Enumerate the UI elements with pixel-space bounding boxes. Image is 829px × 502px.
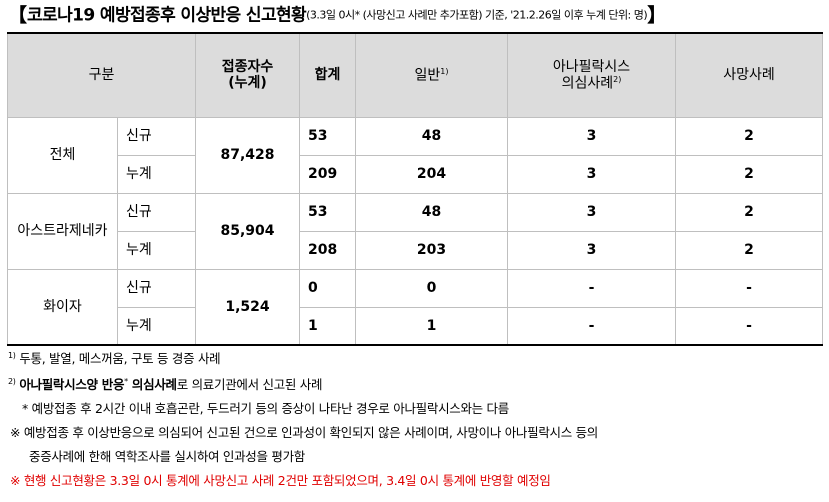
footnote-2-marker: 2) (8, 376, 16, 386)
footnote-1-marker: 1) (8, 350, 16, 360)
anaphylaxis-count: - (507, 306, 677, 346)
title-main: 코로나19 예방접종후 이상반응 신고현황 (27, 5, 307, 26)
general-count: 1 (355, 306, 509, 346)
death-count: - (675, 306, 824, 346)
table-row: 화이자 신규 1,524 0 0 - - (7, 268, 824, 346)
table-row: 누계 209 204 3 2 (8, 154, 824, 194)
table-row: 아스트라제네카 신규 85,904 53 48 3 2 (7, 192, 824, 270)
general-count: 48 (355, 116, 509, 156)
footnote-1-text: 두통, 발열, 메스꺼움, 구토 등 경증 사례 (19, 351, 221, 366)
vaccinated-count: 87,428 (195, 116, 301, 194)
row-type: 신규 (116, 268, 197, 308)
total-count: 53 (299, 192, 357, 232)
death-count: 2 (675, 116, 824, 156)
row-type: 신규 (116, 192, 197, 232)
adverse-reaction-table: 구분 접종자수 (누계) 합계 일반1) 아나필락시스 의심사례2) 사망사례 전체… (6, 32, 824, 346)
header-category: 구분 (6, 32, 197, 118)
header-row: 구분 접종자수 (누계) 합계 일반1) 아나필락시스 의심사례2) 사망사례 (6, 32, 824, 118)
anaphylaxis-count: 3 (507, 154, 677, 194)
group-name: 화이자 (7, 268, 118, 346)
anaphylaxis-count: 3 (507, 230, 677, 270)
table-row: 누계 208 203 3 2 (8, 230, 824, 270)
footnote-2-bold-term2: 의심사례 (127, 377, 177, 392)
anaphylaxis-count: 3 (507, 116, 677, 156)
page-title: 【코로나19 예방접종후 이상반응 신고현황(3.3일 0시* (사망신고 사례… (8, 2, 823, 28)
vaccinated-count: 1,524 (195, 268, 301, 346)
table-row: 누계 1 1 - - (8, 306, 824, 346)
death-count: 2 (675, 154, 824, 194)
header-total: 합계 (299, 32, 357, 118)
total-count: 1 (299, 306, 357, 346)
header-general: 일반1) (355, 32, 509, 118)
footnote-2-text: 로 의료기관에서 신고된 사례 (176, 377, 323, 392)
anaphylaxis-count: 3 (507, 192, 677, 232)
general-count: 48 (355, 192, 509, 232)
row-type: 신규 (116, 116, 197, 156)
total-count: 0 (299, 268, 357, 308)
total-count: 53 (299, 116, 357, 156)
row-type: 누계 (116, 230, 197, 270)
table-row: 전체 신규 87,428 53 48 3 2 (7, 116, 824, 194)
death-count: - (675, 268, 824, 308)
header-anaphylaxis: 아나필락시스 의심사례2) (507, 32, 677, 118)
group-name: 전체 (7, 116, 118, 194)
footnote-2-star: * (124, 376, 128, 386)
death-count: 2 (675, 192, 824, 232)
total-count: 209 (299, 154, 357, 194)
total-count: 208 (299, 230, 357, 270)
title-subtitle: (3.3일 0시* (사망신고 사례만 추가포함) 기준, '21.2.26일 … (306, 8, 648, 22)
header-death: 사망사례 (675, 32, 824, 118)
title-close-bracket: 】 (647, 4, 667, 27)
footnote-2: 2) 아나필락시스양 반응* 의심사례로 의료기관에서 신고된 사례 (8, 374, 322, 393)
remark-2-warning: ※ 현행 신고현황은 3.3일 0시 통계에 사망신고 사례 2건만 포함되었으… (10, 473, 551, 488)
general-count: 204 (355, 154, 509, 194)
anaphylaxis-count: - (507, 268, 677, 308)
death-count: 2 (675, 230, 824, 270)
title-open-bracket: 【 (8, 4, 28, 27)
footnote-1: 1) 두통, 발열, 메스꺼움, 구토 등 경증 사례 (8, 348, 221, 367)
group-name: 아스트라제네카 (7, 192, 118, 270)
row-type: 누계 (116, 306, 197, 346)
footnote-2-bold-term: 아나필락시스양 반응 (19, 377, 125, 392)
row-type: 누계 (116, 154, 197, 194)
remark-1-line2: 중증사례에 한해 역학조사를 실시하여 인과성을 평가함 (29, 449, 305, 464)
general-count: 0 (355, 268, 509, 308)
footnote-star: * 예방접종 후 2시간 이내 호흡곤란, 두드러기 등의 증상이 나타난 경우… (22, 401, 509, 416)
vaccinated-count: 85,904 (195, 192, 301, 270)
remark-1-line1: ※ 예방접종 후 이상반응으로 의심되어 신고된 건으로 인과성이 확인되지 않… (10, 425, 599, 440)
header-vaccinated: 접종자수 (누계) (195, 32, 301, 118)
general-count: 203 (355, 230, 509, 270)
